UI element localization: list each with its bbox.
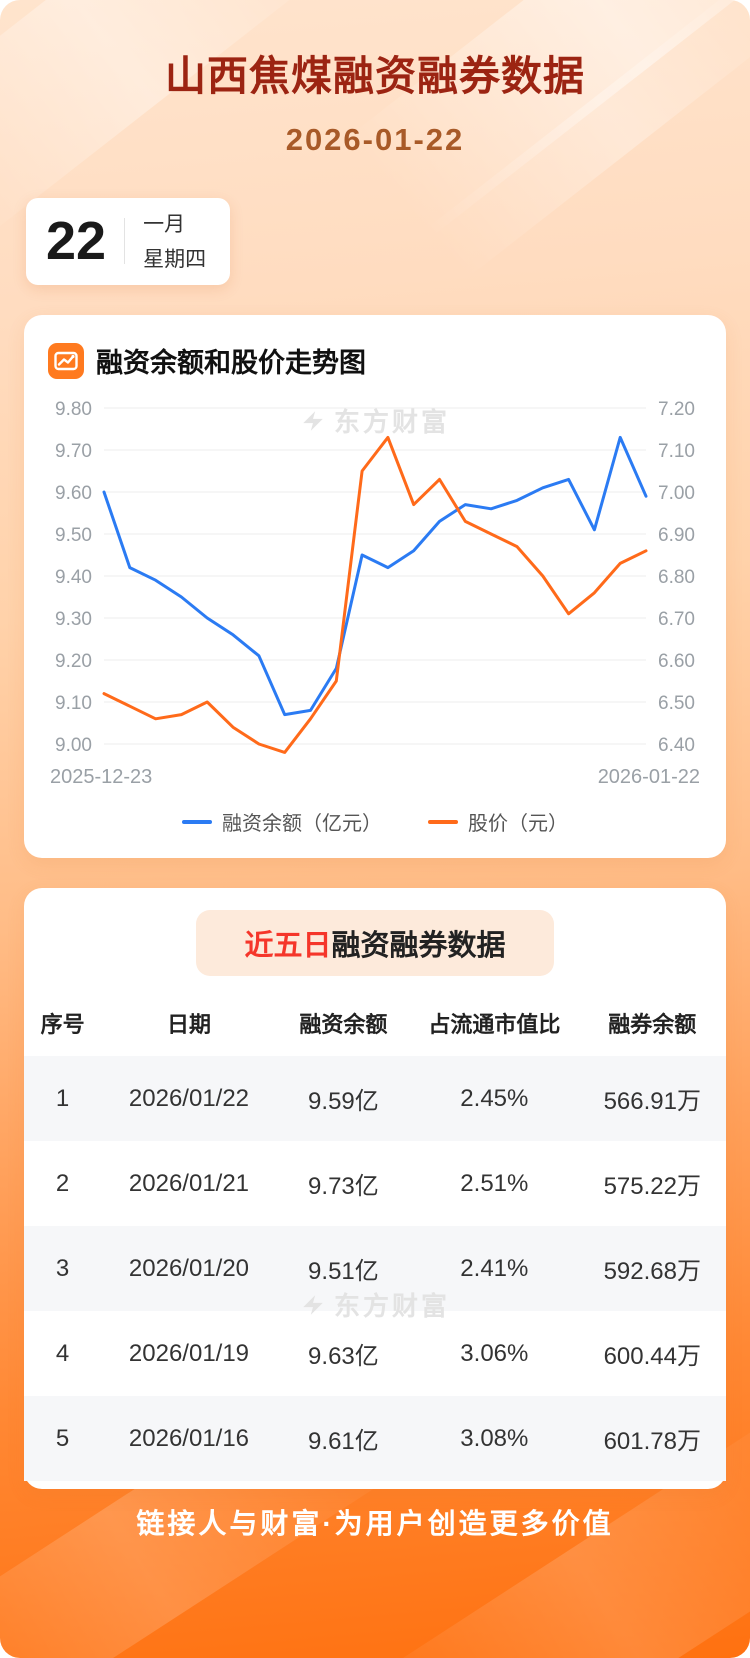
table-cell: 566.91万 — [603, 1088, 701, 1115]
table-card: 近五日融资融券数据 东方财富 序号 日期 融资余额 占流通市值比 融券余额 1 2026/… — [24, 888, 726, 1489]
page-title: 山西焦煤融资融券数据 — [165, 53, 585, 99]
column-header: 占流通市值比 — [428, 1012, 561, 1037]
date-card-weekday: 星期四 — [143, 248, 207, 271]
table-title: 近五日融资融券数据 — [196, 910, 554, 976]
column-header: 序号 — [40, 1012, 85, 1037]
line-chart-icon — [48, 342, 84, 379]
table-cell: 2.41% — [460, 1254, 529, 1282]
svg-text:6.60: 6.60 — [658, 651, 695, 672]
svg-text:9.30: 9.30 — [55, 609, 92, 630]
x-axis-labels: 2025-12-23 2026-01-22 — [48, 766, 702, 789]
column-header: 融资余额 — [299, 1012, 388, 1037]
footer: 链接人与财富·为用户创造更多价值 — [0, 1502, 750, 1542]
svg-text:6.80: 6.80 — [658, 567, 695, 588]
trend-chart: 9.80 7.20 9.70 7.10 9.60 7.00 9.50 6.90 9.40 6.80… — [55, 399, 695, 756]
header: 山西焦煤融资融券数据 2026-01-22 — [0, 0, 750, 158]
table-cell: 2.45% — [460, 1084, 529, 1112]
table-body: 1 2026/01/22 9.59亿 2.45% 566.91万 2 2026/01/21 9… — [24, 1056, 726, 1481]
svg-text:9.00: 9.00 — [55, 735, 92, 756]
svg-text:9.10: 9.10 — [55, 693, 92, 714]
svg-text:7.20: 7.20 — [658, 399, 695, 420]
table-cell: 600.44万 — [603, 1343, 701, 1370]
table-cell: 601.78万 — [603, 1428, 701, 1455]
table-cell: 9.51亿 — [308, 1258, 379, 1285]
column-header: 融券余额 — [608, 1012, 697, 1037]
table-cell: 4 — [55, 1339, 70, 1367]
table-cell: 9.61亿 — [308, 1428, 379, 1455]
table-cell: 3 — [55, 1254, 70, 1282]
table-cell: 3.06% — [460, 1339, 529, 1367]
date-card-month: 一月 — [143, 213, 186, 236]
svg-text:9.70: 9.70 — [55, 441, 92, 462]
table-cell: 5 — [55, 1424, 70, 1452]
svg-text:7.10: 7.10 — [658, 441, 695, 462]
date-card: 22 一月 星期四 — [26, 198, 231, 285]
table-cell: 592.68万 — [603, 1258, 701, 1285]
table-cell: 2026/01/16 — [128, 1424, 250, 1452]
svg-text:9.50: 9.50 — [55, 525, 92, 546]
legend-swatch — [428, 819, 458, 824]
table-title-rest: 融资融券数据 — [331, 930, 506, 962]
table-row: 1 2026/01/22 9.59亿 2.45% 566.91万 — [24, 1056, 726, 1141]
svg-text:6.70: 6.70 — [658, 609, 695, 630]
table-title-highlight: 近五日 — [244, 930, 332, 962]
table-cell: 9.59亿 — [308, 1088, 379, 1115]
chart-card: 融资余额和股价走势图 东方财富 9.80 7.20 9.70 7.10 9.60 7.00… — [24, 315, 726, 858]
column-header: 日期 — [166, 1012, 211, 1037]
table-row: 3 2026/01/20 9.51亿 2.41% 592.68万 — [24, 1226, 726, 1311]
table-row: 2 2026/01/21 9.73亿 2.51% 575.22万 — [24, 1141, 726, 1226]
legend-item: 股价（元） — [428, 807, 568, 836]
svg-text:7.00: 7.00 — [658, 483, 695, 504]
chart-card-header: 融资余额和股价走势图 — [48, 341, 702, 380]
table-cell: 575.22万 — [603, 1173, 701, 1200]
chart-legend: 融资余额（亿元） 股价（元） — [48, 807, 702, 836]
date-card-day: 22 — [46, 210, 107, 271]
table-header-row: 序号 日期 融资余额 占流通市值比 融券余额 — [24, 990, 726, 1056]
table-cell: 2026/01/20 — [128, 1254, 250, 1282]
svg-text:9.60: 9.60 — [55, 483, 92, 504]
svg-text:9.20: 9.20 — [55, 651, 92, 672]
svg-text:6.90: 6.90 — [658, 525, 695, 546]
table-cell: 2.51% — [460, 1169, 529, 1197]
chart-title: 融资余额和股价走势图 — [96, 348, 366, 378]
x-axis-end-label: 2026-01-22 — [597, 766, 700, 788]
legend-swatch — [182, 819, 212, 824]
table-cell: 9.63亿 — [308, 1343, 379, 1370]
legend-item: 融资余额（亿元） — [182, 807, 382, 836]
chart-series-line — [102, 435, 648, 717]
margin-data-table: 序号 日期 融资余额 占流通市值比 融券余额 1 2026/01/22 9.59亿 2.45%… — [24, 990, 726, 1481]
date-card-divider — [124, 217, 126, 264]
svg-text:9.40: 9.40 — [55, 567, 92, 588]
legend-label: 股价（元） — [468, 813, 568, 835]
table-row: 4 2026/01/19 9.63亿 3.06% 600.44万 — [24, 1311, 726, 1396]
x-axis-start-label: 2025-12-23 — [50, 766, 153, 788]
table-cell: 2026/01/21 — [128, 1169, 250, 1197]
table-cell: 9.73亿 — [308, 1173, 379, 1200]
svg-text:9.80: 9.80 — [55, 399, 92, 420]
table-cell: 2 — [55, 1169, 70, 1197]
legend-label: 融资余额（亿元） — [222, 813, 382, 835]
table-area: 东方财富 序号 日期 融资余额 占流通市值比 融券余额 1 2026/01/22 9.59亿… — [24, 990, 726, 1481]
header-date: 2026-01-22 — [285, 122, 465, 157]
table-cell: 2026/01/19 — [128, 1339, 250, 1367]
table-row: 5 2026/01/16 9.61亿 3.08% 601.78万 — [24, 1396, 726, 1481]
footer-slogan: 链接人与财富·为用户创造更多价值 — [136, 1508, 614, 1539]
table-cell: 3.08% — [460, 1424, 529, 1452]
svg-text:6.40: 6.40 — [658, 735, 695, 756]
chart-series-line — [102, 435, 648, 754]
table-cell: 1 — [55, 1084, 70, 1112]
chart-area: 东方财富 9.80 7.20 9.70 7.10 9.60 7.00 9.50 6.90 9.4… — [48, 394, 702, 836]
table-cell: 2026/01/22 — [128, 1084, 250, 1112]
svg-text:6.50: 6.50 — [658, 693, 695, 714]
